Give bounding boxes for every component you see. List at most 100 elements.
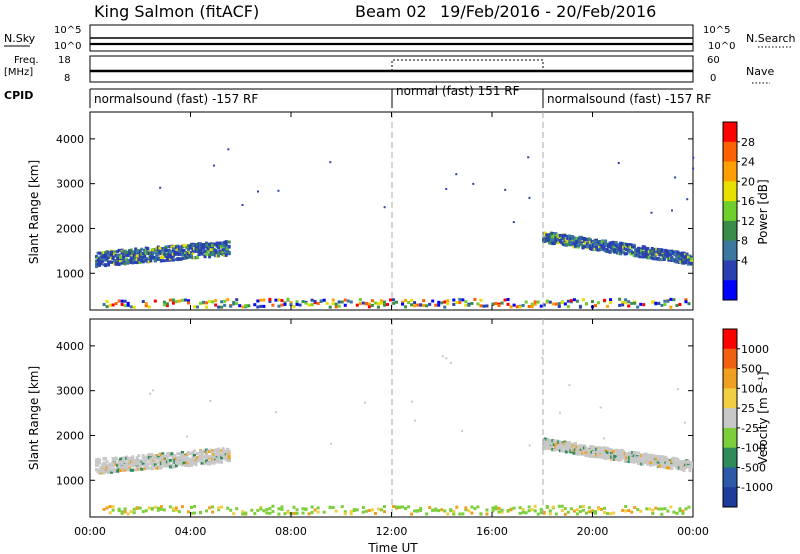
power-echo-cell (682, 258, 686, 262)
power-echo-cell (211, 252, 215, 256)
power-echo-cell (134, 260, 138, 264)
velocity-colorbar-label: -25 (741, 422, 759, 435)
velocity-echo-cell (434, 507, 438, 511)
power-echo-cell (644, 250, 648, 254)
velocity-echo-cell (665, 458, 669, 462)
power-echo-cell (625, 252, 629, 256)
power-echo-cell (162, 248, 166, 252)
velocity-echo-cell (117, 461, 121, 465)
power-echo-cell (404, 305, 408, 309)
power-echo-cell (597, 301, 601, 305)
velocity-echo-cell (614, 457, 618, 461)
velocity-echo-cell (268, 507, 272, 511)
velocity-echo-cell (581, 508, 585, 512)
power-echo-cell (132, 254, 136, 258)
velocity-echo-cell (446, 512, 450, 516)
power-echo-cell (599, 247, 603, 251)
power-echo-cell (643, 245, 647, 249)
velocity-echo-cell (167, 461, 171, 465)
velocity-colorbar-segment (723, 368, 737, 389)
velocity-echo-cell (131, 468, 135, 472)
power-echo-cell (685, 254, 689, 258)
velocity-echo-cell (164, 464, 168, 468)
velocity-echo-cell (647, 453, 651, 457)
power-echo-cell (200, 246, 204, 250)
velocity-echo-cell (590, 455, 594, 459)
power-echo-cell (653, 255, 657, 259)
velocity-echo-cell (599, 447, 603, 451)
velocity-echo-cell (464, 506, 468, 510)
power-echo-cell (208, 253, 212, 257)
power-echo-cell (679, 251, 683, 255)
power-echo-cell (548, 234, 552, 238)
power-echo-cell (191, 249, 195, 253)
power-echo-cell (596, 245, 600, 249)
power-echo-cell (617, 251, 621, 255)
xtick-label: 00:00 (677, 525, 709, 538)
xtick-label: 16:00 (476, 525, 508, 538)
velocity-echo-cell (162, 457, 166, 461)
velocity-echo-cell (554, 512, 558, 516)
power-echo-cell (110, 260, 114, 264)
power-echo-cell (566, 299, 570, 303)
power-echo-cell (206, 249, 210, 253)
velocity-echo-cell (660, 507, 664, 511)
velocity-echo-cell (651, 508, 655, 512)
power-echo-cell (208, 255, 212, 259)
velocity-echo-cell (189, 463, 193, 467)
power-echo-cell (191, 251, 195, 255)
power-echo-cell (675, 304, 679, 308)
velocity-echo-cell (575, 452, 579, 456)
velocity-echo-cell (419, 508, 423, 512)
velocity-echo-cell (655, 455, 659, 459)
power-scatter-point (329, 161, 332, 164)
velocity-echo-cell (173, 460, 177, 464)
velocity-echo-cell (573, 441, 577, 445)
power-echo-cell (685, 261, 689, 265)
velocity-echo-cell (581, 448, 585, 452)
power-echo-cell (676, 252, 680, 256)
velocity-echo-cell (167, 451, 171, 455)
power-echo-cell (119, 255, 123, 259)
power-echo-cell (165, 304, 169, 308)
velocity-echo-cell (271, 509, 275, 513)
power-echo-cell (382, 300, 386, 304)
velocity-echo-cell (119, 466, 123, 470)
power-echo-cell (165, 252, 169, 256)
power-echo-cell (209, 248, 213, 252)
power-echo-cell (604, 249, 608, 253)
power-echo-cell (144, 259, 148, 263)
power-echo-cell (446, 299, 450, 303)
power-echo-cell (631, 244, 635, 248)
velocity-echo-cell (656, 463, 660, 467)
velocity-echo-cell (634, 451, 638, 455)
velocity-echo-cell (548, 439, 552, 443)
velocity-echo-cell (138, 463, 142, 467)
power-echo-cell (214, 249, 218, 253)
velocity-echo-cell (581, 504, 585, 508)
power-echo-cell (616, 249, 620, 253)
power-echo-cell (623, 252, 627, 256)
power-echo-cell (665, 254, 669, 258)
velocity-echo-cell (425, 512, 429, 516)
power-echo-cell (575, 236, 579, 240)
power-echo-cell (193, 249, 197, 253)
power-echo-cell (641, 250, 645, 254)
power-echo-cell (156, 245, 160, 249)
power-echo-cell (572, 245, 576, 249)
velocity-echo-cell (572, 444, 576, 448)
power-echo-cell (491, 302, 495, 306)
velocity-echo-cell (631, 459, 635, 463)
velocity-echo-cell (355, 508, 359, 512)
power-echo-cell (168, 298, 172, 302)
power-echo-cell (183, 251, 187, 255)
velocity-echo-cell (310, 510, 314, 514)
velocity-echo-cell (149, 455, 153, 459)
xtick-label: 08:00 (275, 525, 307, 538)
power-echo-cell (194, 246, 198, 250)
velocity-echo-cell (622, 453, 626, 457)
power-scatter-point (383, 206, 386, 209)
velocity-echo-cell (250, 508, 254, 512)
velocity-echo-cell (543, 439, 547, 443)
velocity-echo-cell (611, 457, 615, 461)
